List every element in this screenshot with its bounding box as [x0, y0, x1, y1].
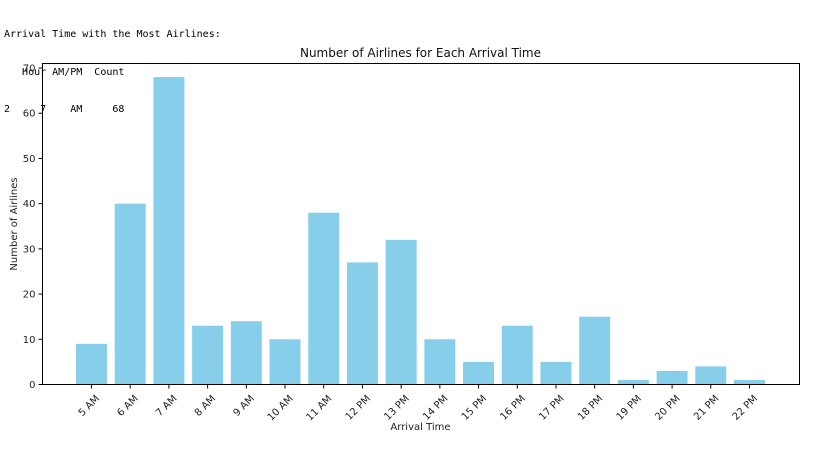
x-tick-label: 21 PM: [692, 393, 721, 422]
y-tick-label: 30: [23, 244, 36, 255]
x-tick-label: 17 PM: [537, 393, 566, 422]
x-tick-label: 22 PM: [731, 393, 760, 422]
x-tick-label: 10 AM: [266, 393, 296, 423]
x-axis: 5 AM 6 AM 7 AM 8 AM 9 AM 10 AM 11 AM 12 PM 13 PM…: [77, 384, 760, 423]
x-tick-label: 13 PM: [382, 393, 411, 422]
x-tick-label: 5 AM: [77, 393, 102, 418]
bar-6-am: [114, 203, 146, 385]
bar-9-am: [230, 321, 262, 385]
x-tick-label: 19 PM: [615, 393, 644, 422]
x-tick-label: 15 PM: [460, 393, 489, 422]
console-header-row: Hour AM/PM Count: [4, 66, 125, 78]
bar-21-pm: [695, 366, 727, 385]
y-tick-label: 10: [23, 335, 36, 346]
bar-22-pm: [734, 379, 765, 385]
x-tick-label: 16 PM: [499, 393, 528, 422]
bar-17-pm: [540, 361, 572, 385]
bars-group: [76, 77, 765, 385]
x-tick-label: 7 AM: [154, 393, 179, 418]
bar-19-pm: [617, 379, 649, 385]
bar-20-pm: [656, 370, 688, 385]
y-tick-label: 50: [23, 154, 36, 165]
y-axis-label: Number of Airlines: [9, 177, 20, 270]
plot-frame: [42, 63, 800, 385]
x-tick-label: 12 PM: [344, 393, 373, 422]
bar-12-pm: [346, 262, 378, 385]
x-tick-label: 14 PM: [421, 393, 450, 422]
bar-8-am: [192, 325, 224, 385]
y-tick-label: 0: [29, 380, 35, 391]
x-tick-label: 6 AM: [115, 393, 140, 418]
bar-7-am: [153, 77, 185, 385]
bar-14-pm: [424, 339, 456, 385]
y-tick-label: 20: [23, 290, 36, 301]
chart-title: Number of Airlines for Each Arrival Time: [300, 46, 541, 60]
x-tick-label: 18 PM: [576, 393, 605, 422]
bar-10-am: [269, 339, 301, 385]
y-tick-label: 60: [23, 109, 36, 120]
x-tick-label: 11 AM: [304, 393, 334, 423]
console-data-row: 2 7 AM 68: [4, 104, 125, 115]
bar-15-pm: [463, 361, 495, 385]
x-tick-label: 8 AM: [193, 393, 218, 418]
bar-5-am: [76, 343, 107, 385]
bar-13-pm: [385, 239, 417, 385]
y-axis: 0 10 20 30 40 50 60 70: [23, 64, 43, 391]
x-axis-label: Arrival Time: [390, 422, 450, 433]
y-tick-label: 70: [23, 64, 36, 75]
x-tick-label: 9 AM: [232, 393, 257, 418]
y-tick-label: 40: [23, 199, 36, 210]
bar-11-am: [308, 212, 340, 385]
console-output: Arrival Time with the Most Airlines: Hou…: [4, 4, 221, 129]
x-tick-label: 20 PM: [653, 393, 682, 422]
bar-18-pm: [579, 316, 611, 385]
console-heading: Arrival Time with the Most Airlines:: [4, 29, 221, 40]
bar-16-pm: [501, 325, 533, 385]
